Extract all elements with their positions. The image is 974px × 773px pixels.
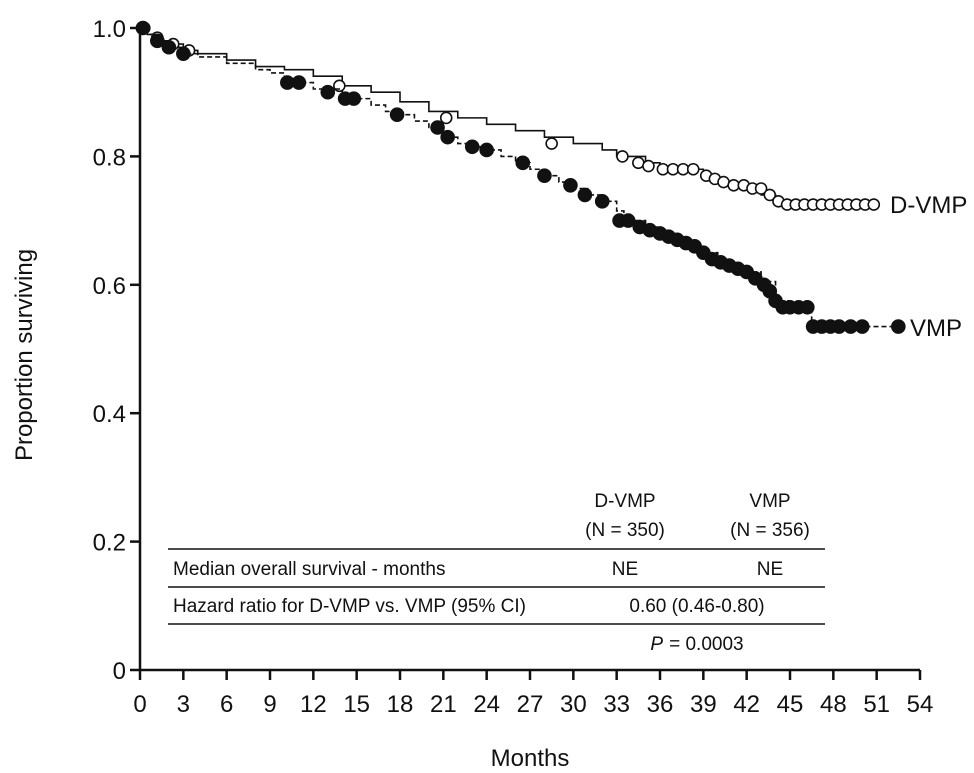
x-tick-label-39: 39 [690,691,717,718]
table-header-d-vmp-n: (N = 350) [585,520,665,541]
censor-mark-vmp-20 [620,213,636,228]
censor-mark-vmp-5 [291,75,307,90]
table-row-label-median: Median overall survival - months [173,559,445,580]
censor-mark-vmp-48 [891,319,906,334]
x-tick-label-24: 24 [473,691,500,718]
y-tick-label-0: 0 [113,658,126,685]
censor-mark-vmp-14 [515,155,531,171]
series-line-d-vmp [140,27,877,206]
x-tick-label-12: 12 [300,691,327,718]
table-p-label: P [650,634,663,655]
censor-mark-vmp-8 [346,91,362,106]
censor-mark-d-vmp-13 [686,162,700,176]
x-tick-label-3: 3 [177,691,190,718]
y-tick-label-1.0: 1.0 [93,16,126,43]
table-header-d-vmp-arm: D-VMP [594,491,655,512]
censor-mark-d-vmp-7 [616,150,629,163]
x-tick-label-9: 9 [263,691,276,718]
table-header-vmp-n: (N = 356) [730,520,810,541]
censor-mark-d-vmp-21 [763,188,777,202]
x-tick-label-30: 30 [560,691,587,718]
x-tick-label-36: 36 [647,691,674,718]
censor-mark-vmp-11 [440,129,455,145]
censor-mark-vmp-15 [537,168,552,183]
x-tick-label-27: 27 [517,691,544,718]
censor-mark-d-vmp-5 [439,111,453,125]
table-p-number: = 0.0003 [669,634,744,655]
y-tick-label-0.6: 0.6 [93,273,126,300]
x-tick-label-54: 54 [907,691,934,718]
y-ticks: 0 0.2 0.4 0.6 0.8 1.0 [93,16,140,685]
censor-mark-vmp-16 [563,177,578,193]
table-p-value: P = 0.0003 [650,634,743,655]
y-tick-label-0.8: 0.8 [93,144,126,171]
y-tick-label-0.4: 0.4 [93,401,126,428]
censor-mark-vmp-6 [320,84,336,100]
table-cell-median-d-vmp: NE [612,559,638,580]
censor-mark-vmp-17 [577,187,593,203]
series-label-vmp: VMP [910,315,962,342]
censor-mark-vmp-2 [161,39,177,55]
censor-mark-vmp-10 [430,120,445,135]
x-tick-label-21: 21 [430,691,457,718]
x-tick-label-6: 6 [220,691,233,718]
summary-table: D-VMP (N = 350) VMP (N = 356) Median ove… [168,491,825,655]
x-tick-label-42: 42 [733,691,760,718]
censor-mark-vmp-13 [479,142,494,158]
x-axis-label: Months [491,745,570,772]
x-tick-label-0: 0 [133,691,146,718]
table-row-label-hazard-ratio: Hazard ratio for D-VMP vs. VMP (95% CI) [173,596,526,617]
series-line-vmp [140,27,899,328]
series-layer [135,20,906,334]
censor-mark-d-vmp-33 [867,198,881,211]
censor-mark-d-vmp-9 [642,159,655,173]
x-tick-label-51: 51 [863,691,890,718]
x-tick-label-15: 15 [343,691,370,718]
censor-mark-vmp-47 [854,319,870,334]
x-tick-label-18: 18 [387,691,414,718]
censor-mark-vmp-18 [594,194,610,209]
y-axis-label: Proportion surviving [11,249,38,461]
table-cell-median-vmp: NE [757,559,783,580]
series-label-d-vmp: D-VMP [890,192,967,219]
censor-mark-vmp-3 [176,46,191,61]
censor-mark-d-vmp-6 [545,137,558,150]
censor-mark-vmp-12 [464,139,480,155]
censor-mark-vmp-9 [389,107,405,122]
x-tick-label-48: 48 [820,691,847,718]
x-tick-label-45: 45 [777,691,804,718]
table-header-vmp-arm: VMP [749,491,790,512]
table-cell-hazard-ratio: 0.60 (0.46-0.80) [629,596,764,617]
censor-mark-vmp-1 [150,33,165,49]
censor-mark-vmp-41 [800,299,815,315]
x-ticks: 0 3 6 9 12 15 18 21 24 27 30 33 36 39 42 45 48 51 54 [133,670,933,718]
censor-mark-d-vmp-20 [754,182,768,195]
x-tick-label-33: 33 [603,691,630,718]
y-tick-label-0.2: 0.2 [93,530,126,557]
